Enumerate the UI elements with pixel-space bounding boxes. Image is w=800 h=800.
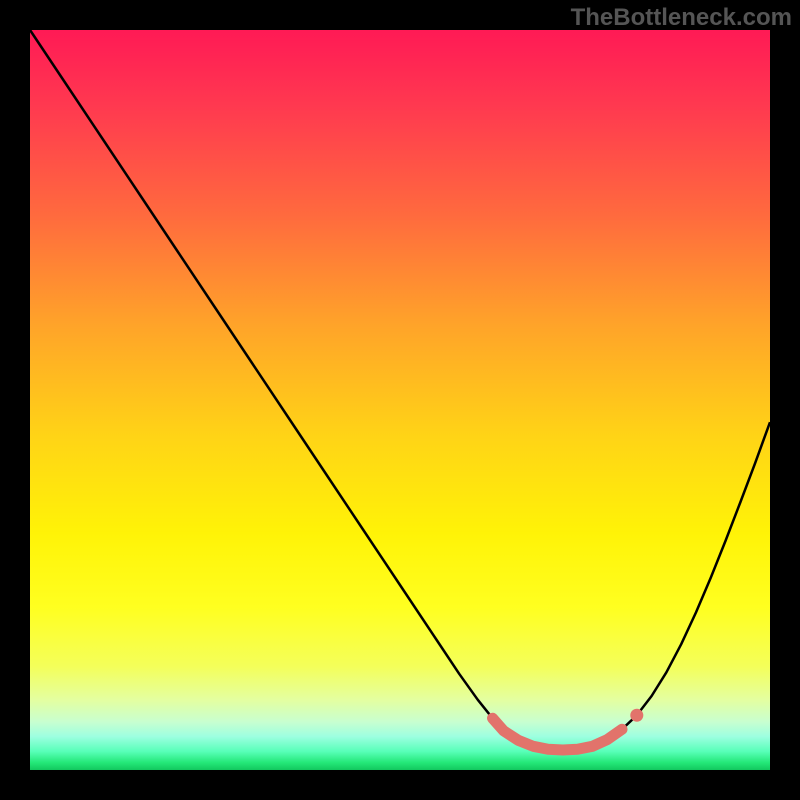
bottleneck-chart-svg	[0, 0, 800, 800]
marker-dot	[630, 709, 643, 722]
plot-gradient-bg	[30, 30, 770, 770]
chart-container: TheBottleneck.com	[0, 0, 800, 800]
